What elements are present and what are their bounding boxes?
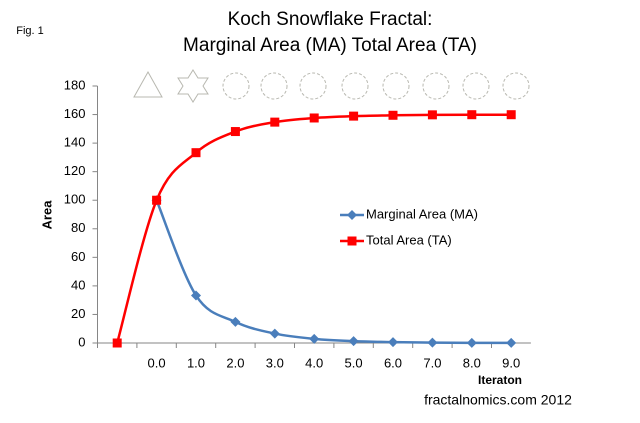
data-point <box>427 110 437 120</box>
data-point <box>309 113 319 123</box>
legend-label: Marginal Area (MA) <box>366 206 478 221</box>
x-axis-label: Iteraton <box>478 373 522 387</box>
x-tick-label: 0.0 <box>148 355 166 370</box>
data-point <box>191 148 201 158</box>
data-point <box>152 195 162 205</box>
snowflake-icons <box>133 69 530 103</box>
icon <box>299 72 327 100</box>
legend-marker <box>347 236 357 246</box>
x-tick-label: 1.0 <box>187 355 205 370</box>
x-tick-label: 3.0 <box>266 355 284 370</box>
data-point <box>230 316 241 327</box>
x-tick-label: 6.0 <box>384 355 402 370</box>
data-point <box>270 117 280 127</box>
y-tick-label: 140 <box>64 135 86 150</box>
data-point <box>388 337 398 348</box>
data-point <box>467 110 477 120</box>
icon <box>382 72 410 100</box>
icon <box>133 70 163 98</box>
data-point <box>466 337 477 348</box>
data-point <box>112 338 122 348</box>
icon <box>260 72 288 100</box>
icon <box>422 72 450 100</box>
series-line <box>115 113 512 344</box>
icon <box>222 72 250 100</box>
legend-marker <box>347 210 357 220</box>
y-tick-label: 120 <box>64 163 86 178</box>
x-tick-label: 9.0 <box>502 355 520 370</box>
icon <box>341 72 369 100</box>
icon <box>502 72 530 100</box>
data-point <box>191 290 201 301</box>
y-tick-label: 0 <box>78 334 85 349</box>
chart-subtitle: Marginal Area (MA) Total Area (TA) <box>183 35 477 56</box>
data-point <box>388 110 398 120</box>
y-tick-label: 80 <box>71 220 85 235</box>
x-tick-label: 7.0 <box>423 355 441 370</box>
data-point <box>349 111 359 121</box>
legend-label: Total Area (TA) <box>366 232 452 247</box>
series-line <box>155 199 512 345</box>
y-tick-label: 160 <box>64 106 86 121</box>
icon <box>177 69 209 103</box>
credit: fractalnomics.com 2012 <box>424 392 572 408</box>
data-point <box>230 127 240 137</box>
data-point <box>269 328 280 339</box>
y-tick-label: 180 <box>64 77 86 92</box>
y-tick-label: 20 <box>71 306 85 321</box>
x-tick-label: 8.0 <box>463 355 481 370</box>
icon <box>462 72 490 100</box>
y-tick-label: 60 <box>71 249 85 264</box>
x-tick-label: 4.0 <box>305 355 323 370</box>
y-axis-label: Area <box>39 200 54 230</box>
figure-label: Fig. 1 <box>16 25 44 37</box>
x-tick-label: 5.0 <box>345 355 363 370</box>
data-point <box>427 337 438 348</box>
data-point <box>506 110 516 120</box>
y-tick-label: 100 <box>64 192 86 207</box>
data-point <box>506 337 517 348</box>
y-tick-label: 40 <box>71 277 85 292</box>
x-tick-label: 2.0 <box>226 355 244 370</box>
data-point <box>348 336 359 347</box>
chart-title: Koch Snowflake Fractal: <box>228 9 433 30</box>
data-point <box>309 333 320 344</box>
